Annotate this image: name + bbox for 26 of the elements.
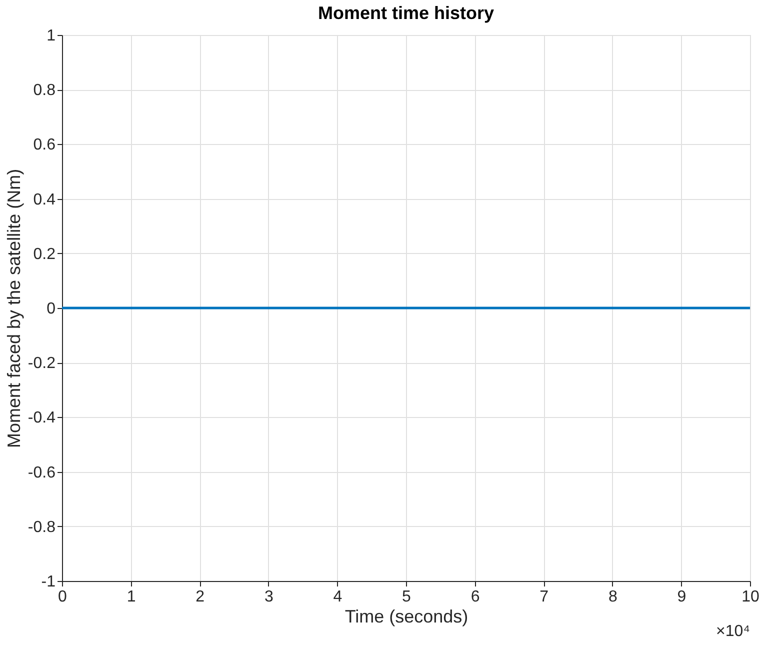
chart-title: Moment time history xyxy=(318,3,494,23)
y-tick-label: -0.2 xyxy=(28,355,56,372)
y-tick-label: -0.8 xyxy=(28,518,56,536)
y-tick-label: 1 xyxy=(46,28,56,44)
x-tick-label: 7 xyxy=(540,588,549,606)
x-tick-label: 1 xyxy=(126,588,136,606)
x-tick-label: 4 xyxy=(333,588,342,606)
y-tick-label: -0.6 xyxy=(28,464,56,482)
x-tick-label: 2 xyxy=(196,588,205,606)
y-tick-label: 0.2 xyxy=(33,246,56,263)
y-axis-title: Moment faced by the satellite (Nm) xyxy=(4,168,24,448)
x-tick-label: 6 xyxy=(470,588,480,606)
y-tick-label: -0.4 xyxy=(28,410,56,427)
x-tick-label: 8 xyxy=(608,588,618,606)
y-tick-label: 0 xyxy=(46,300,56,318)
x-axis-title: Time (seconds) xyxy=(344,606,468,626)
y-tick-label: 0.4 xyxy=(33,191,56,208)
x-tick-label: 0 xyxy=(58,588,68,606)
y-tick-label: 0.6 xyxy=(33,136,56,154)
x-tick-label: 5 xyxy=(402,588,412,606)
x-tick-label: 10 xyxy=(742,588,760,606)
y-tick-label: -1 xyxy=(41,574,56,590)
text: ×10⁴ xyxy=(716,623,750,640)
y-tick-label: 0.8 xyxy=(33,82,56,100)
x-tick-label: 3 xyxy=(264,588,274,606)
x-tick-label: 9 xyxy=(677,588,686,606)
